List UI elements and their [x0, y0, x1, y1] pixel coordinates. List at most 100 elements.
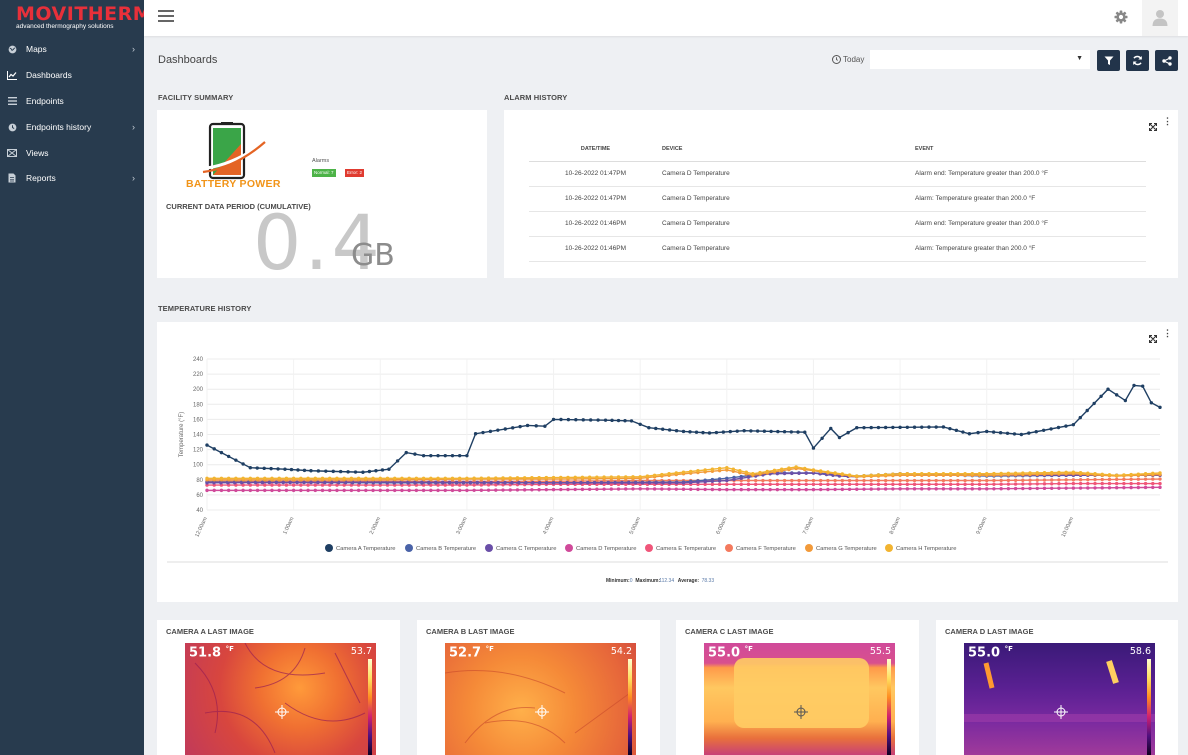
data-point — [609, 487, 614, 491]
data-point — [465, 453, 469, 458]
data-point — [1143, 485, 1148, 490]
data-point — [302, 468, 307, 473]
table-row[interactable]: 10-26-2022 01:47PM Camera D Temperature … — [529, 161, 1146, 187]
data-point — [1143, 472, 1148, 476]
column-header-device[interactable]: DEVICE — [662, 137, 915, 162]
column-header-datetime[interactable]: DATE/TIME — [529, 137, 662, 162]
data-point — [616, 475, 621, 479]
camera-a-thermal-image[interactable]: 51.8 °F 53.7 — [185, 643, 376, 755]
data-point — [768, 487, 772, 492]
data-point — [1021, 471, 1025, 475]
data-point — [883, 472, 888, 477]
sidebar-item-endpoints-history[interactable]: Endpoints history › — [0, 114, 144, 140]
data-point — [219, 488, 224, 493]
data-point — [883, 425, 888, 430]
data-point — [436, 483, 440, 487]
data-point — [963, 487, 967, 491]
refresh-button[interactable] — [1126, 50, 1149, 71]
data-point — [782, 482, 787, 487]
y-tick-label: 220 — [193, 372, 204, 378]
crosshair-icon — [535, 705, 549, 719]
data-point — [313, 483, 317, 487]
data-point — [826, 470, 830, 474]
data-point — [985, 472, 989, 476]
data-point — [898, 425, 902, 430]
camera-c-thermal-image[interactable]: 55.0 °F 55.5 — [704, 643, 895, 755]
data-point — [364, 488, 368, 493]
data-point — [782, 471, 787, 476]
data-point — [450, 453, 455, 458]
sidebar: MOVITHERM advanced thermography solution… — [0, 0, 152, 755]
data-point — [977, 487, 982, 491]
data-point — [205, 476, 209, 480]
data-point — [941, 472, 946, 476]
menu-toggle-icon[interactable] — [158, 10, 174, 24]
caret-down-icon: ▼ — [1076, 55, 1083, 62]
user-menu[interactable] — [1142, 0, 1178, 36]
x-tick-label: 10:00am — [1061, 516, 1076, 538]
camera-d-thermal-image[interactable]: 55.0 °F 58.6 — [964, 643, 1155, 755]
camera-a-max: 53.7 — [350, 646, 372, 657]
data-point — [790, 482, 794, 487]
table-row[interactable]: 10-26-2022 01:46PM Camera D Temperature … — [529, 211, 1146, 237]
data-point — [818, 487, 823, 492]
stats-avg-value: 78.33 — [702, 578, 715, 584]
data-point — [524, 480, 528, 485]
gear-icon[interactable] — [1113, 9, 1129, 25]
y-tick-label: 80 — [196, 478, 203, 484]
data-point — [701, 430, 705, 435]
data-point — [694, 430, 699, 434]
avatar[interactable] — [1152, 9, 1168, 31]
cell-device: Camera D Temperature — [662, 236, 915, 262]
data-point — [905, 472, 910, 476]
data-point — [226, 476, 231, 480]
share-button[interactable] — [1155, 50, 1178, 71]
camera-b-thermal-image[interactable]: 52.7 °F 54.2 — [445, 643, 636, 755]
data-point — [346, 470, 350, 474]
sidebar-item-views[interactable]: Views — [0, 140, 144, 166]
kebab-menu-icon[interactable]: ⋮ — [1163, 328, 1172, 338]
expand-icon[interactable] — [1148, 330, 1158, 344]
sidebar-item-maps[interactable]: Maps › — [0, 36, 144, 62]
data-point — [378, 476, 382, 480]
filter-button[interactable] — [1097, 50, 1120, 71]
movitherm-logo[interactable]: MOVITHERM advanced thermography solution… — [16, 5, 152, 31]
data-point — [1136, 477, 1141, 481]
data-point — [840, 487, 845, 492]
table-row[interactable]: 10-26-2022 01:46PM Camera D Temperature … — [529, 236, 1146, 262]
data-point — [574, 418, 578, 422]
column-header-event[interactable]: EVENT — [915, 137, 1146, 162]
color-scale-bar — [887, 659, 891, 755]
sidebar-item-endpoints[interactable]: Endpoints — [0, 88, 144, 114]
dashboard-select[interactable]: ▼ — [870, 50, 1090, 69]
data-point — [1071, 422, 1076, 427]
legend-label: Camera A Temperature — [336, 546, 396, 552]
reading-value: 51.8 — [189, 645, 222, 661]
data-point — [558, 481, 563, 485]
battery-power-logo — [183, 122, 273, 192]
facility-summary-title: FACILITY SUMMARY — [158, 93, 234, 102]
data-point — [1093, 472, 1097, 476]
camera-d-title: CAMERA D LAST IMAGE — [945, 627, 1034, 636]
data-point — [610, 418, 614, 423]
data-point — [270, 483, 274, 487]
kebab-menu-icon[interactable]: ⋮ — [1163, 116, 1172, 126]
data-point — [518, 424, 522, 429]
data-point — [413, 452, 417, 456]
expand-icon[interactable] — [1148, 118, 1158, 132]
data-point — [248, 466, 253, 470]
sidebar-item-dashboards[interactable]: Dashboards — [0, 62, 144, 88]
data-point — [855, 478, 859, 483]
data-point — [703, 487, 707, 492]
data-point — [1107, 481, 1112, 486]
stats-min-label: Minimum: — [606, 578, 630, 584]
stats-avg-label: Average: — [678, 578, 700, 584]
sidebar-item-reports[interactable]: Reports › — [0, 165, 144, 191]
data-point — [977, 472, 982, 476]
time-range-label[interactable]: Today — [832, 55, 864, 64]
chevron-right-icon: › — [132, 173, 135, 183]
data-point — [1042, 486, 1047, 491]
data-point — [566, 417, 571, 422]
data-point — [985, 487, 989, 491]
table-row[interactable]: 10-26-2022 01:47PM Camera D Temperature … — [529, 186, 1146, 212]
